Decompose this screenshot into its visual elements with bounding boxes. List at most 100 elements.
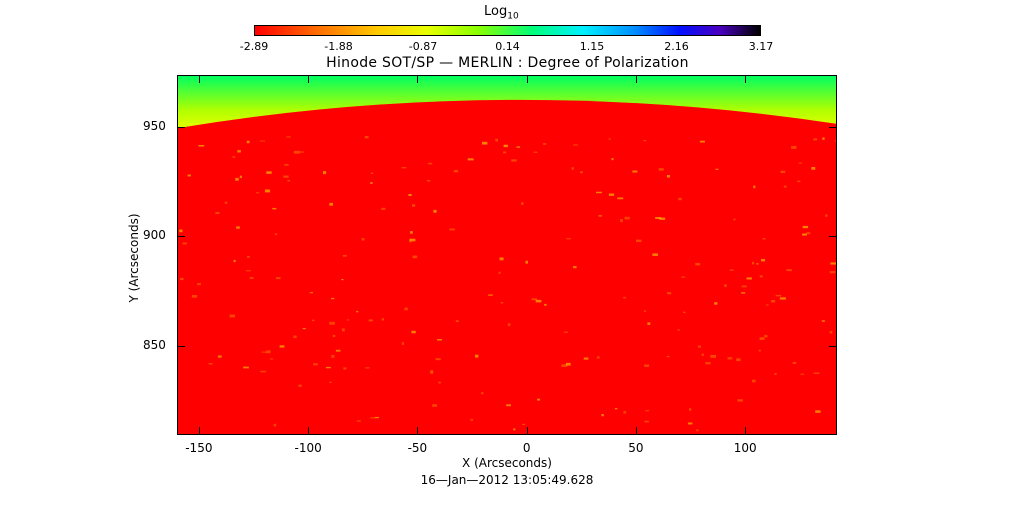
polarization-speckle (596, 191, 602, 194)
polarization-speckle (323, 171, 327, 175)
polarization-speckle (298, 151, 304, 153)
polarization-speckle (511, 159, 517, 162)
polarization-speckle (286, 136, 291, 138)
polarization-speckle (313, 363, 318, 366)
polarization-speckle (412, 204, 416, 207)
x-tick-mark (417, 75, 419, 83)
polarization-speckle (687, 422, 693, 425)
polarization-speckle (506, 404, 511, 407)
colorbar-tick-label: 3.17 (748, 40, 774, 53)
polarization-speckle (701, 353, 704, 356)
polarization-speckle (264, 189, 271, 193)
polarization-speckle (583, 357, 589, 360)
polarization-speckle (623, 411, 627, 414)
polarization-speckle (659, 217, 666, 220)
polarization-speckle (245, 270, 251, 272)
x-axis-label: X (Arcseconds) (462, 456, 552, 470)
x-tick-mark (198, 75, 200, 83)
polarization-speckle (428, 162, 433, 165)
x-tick-label: -50 (407, 441, 428, 455)
polarization-speckle (647, 322, 651, 325)
polarization-speckle (756, 263, 759, 265)
polarization-speckle (608, 193, 615, 196)
polarization-speckle (792, 361, 797, 364)
polarization-speckle (341, 328, 345, 332)
polarization-speckle (235, 177, 239, 181)
polarization-speckle (542, 143, 547, 145)
polarization-speckle (302, 328, 306, 330)
polarization-speckle (645, 410, 650, 412)
y-tick-mark (177, 127, 185, 129)
polarization-speckle (341, 279, 344, 281)
polarization-speckle (573, 266, 577, 269)
polarization-speckle (232, 156, 236, 158)
polarization-speckle (499, 257, 504, 261)
polarization-speckle (272, 207, 277, 210)
polarization-speckle (697, 345, 701, 348)
polarization-speckle (430, 371, 434, 374)
polarization-speckle (752, 379, 756, 383)
polarization-speckle (729, 269, 734, 271)
polarization-speckle (298, 384, 302, 387)
y-tick-mark (829, 236, 837, 238)
polarization-speckle (811, 167, 816, 170)
polarization-speckle (513, 428, 516, 431)
polarization-speckle (655, 217, 662, 219)
polarization-speckle (620, 219, 623, 223)
polarization-speckle (677, 329, 680, 331)
colorbar (254, 25, 761, 36)
polarization-speckle (689, 408, 692, 411)
polarization-speckle (283, 175, 289, 178)
polarization-speckle (658, 168, 664, 171)
polarization-speckle (284, 164, 289, 166)
polarization-speckle (243, 366, 249, 369)
polarization-speckle (825, 214, 828, 217)
x-tick-mark (526, 427, 528, 435)
polarization-speckle (237, 150, 241, 153)
polarization-speckle (224, 201, 228, 204)
polarization-speckle (182, 242, 187, 245)
polarization-speckle (815, 410, 821, 413)
polarization-speckle (521, 202, 524, 205)
polarization-speckle (753, 185, 756, 189)
polarization-speckle (361, 238, 365, 241)
polarization-speckle (830, 262, 836, 265)
x-tick-mark (745, 427, 747, 435)
polarization-speckle (410, 231, 413, 234)
polarization-speckle (802, 233, 807, 236)
polarization-speckle (829, 271, 836, 274)
polarization-speckle (432, 404, 437, 407)
polarization-speckle (746, 277, 752, 280)
x-tick-label: 100 (733, 441, 757, 455)
colorbar-tick-label: 2.16 (664, 40, 689, 53)
x-tick-label: -150 (185, 441, 213, 455)
polarization-speckle (346, 319, 350, 321)
timestamp: 16—Jan—2012 13:05:49.628 (420, 473, 594, 487)
polarization-speckle (791, 146, 797, 149)
x-tick-mark (635, 427, 637, 435)
polarization-speckle (256, 192, 260, 194)
y-tick-mark (177, 236, 185, 238)
polarization-speckle (247, 255, 250, 258)
polarization-speckle (187, 174, 191, 177)
polarization-speckle (783, 185, 787, 188)
polarization-speckle (215, 212, 220, 215)
polarization-speckle (275, 277, 281, 280)
polarization-speckle (724, 284, 727, 287)
polarization-speckle (229, 314, 235, 318)
polarization-speckle (741, 285, 747, 288)
polarization-speckle (774, 373, 777, 375)
polarization-speckle (329, 381, 332, 383)
polarization-speckle (566, 238, 571, 240)
polarization-speckle (482, 141, 488, 145)
polarization-speckle (326, 366, 331, 369)
polarization-speckle (779, 297, 786, 300)
polarization-speckle (643, 140, 647, 142)
x-tick-label: -100 (294, 441, 322, 455)
polarization-speckle (412, 255, 418, 259)
polarization-speckle (179, 229, 183, 233)
polarization-speckle (408, 194, 412, 196)
polarization-speckle (507, 323, 511, 327)
polarization-speckle (623, 296, 626, 299)
polarization-speckle (365, 367, 370, 369)
